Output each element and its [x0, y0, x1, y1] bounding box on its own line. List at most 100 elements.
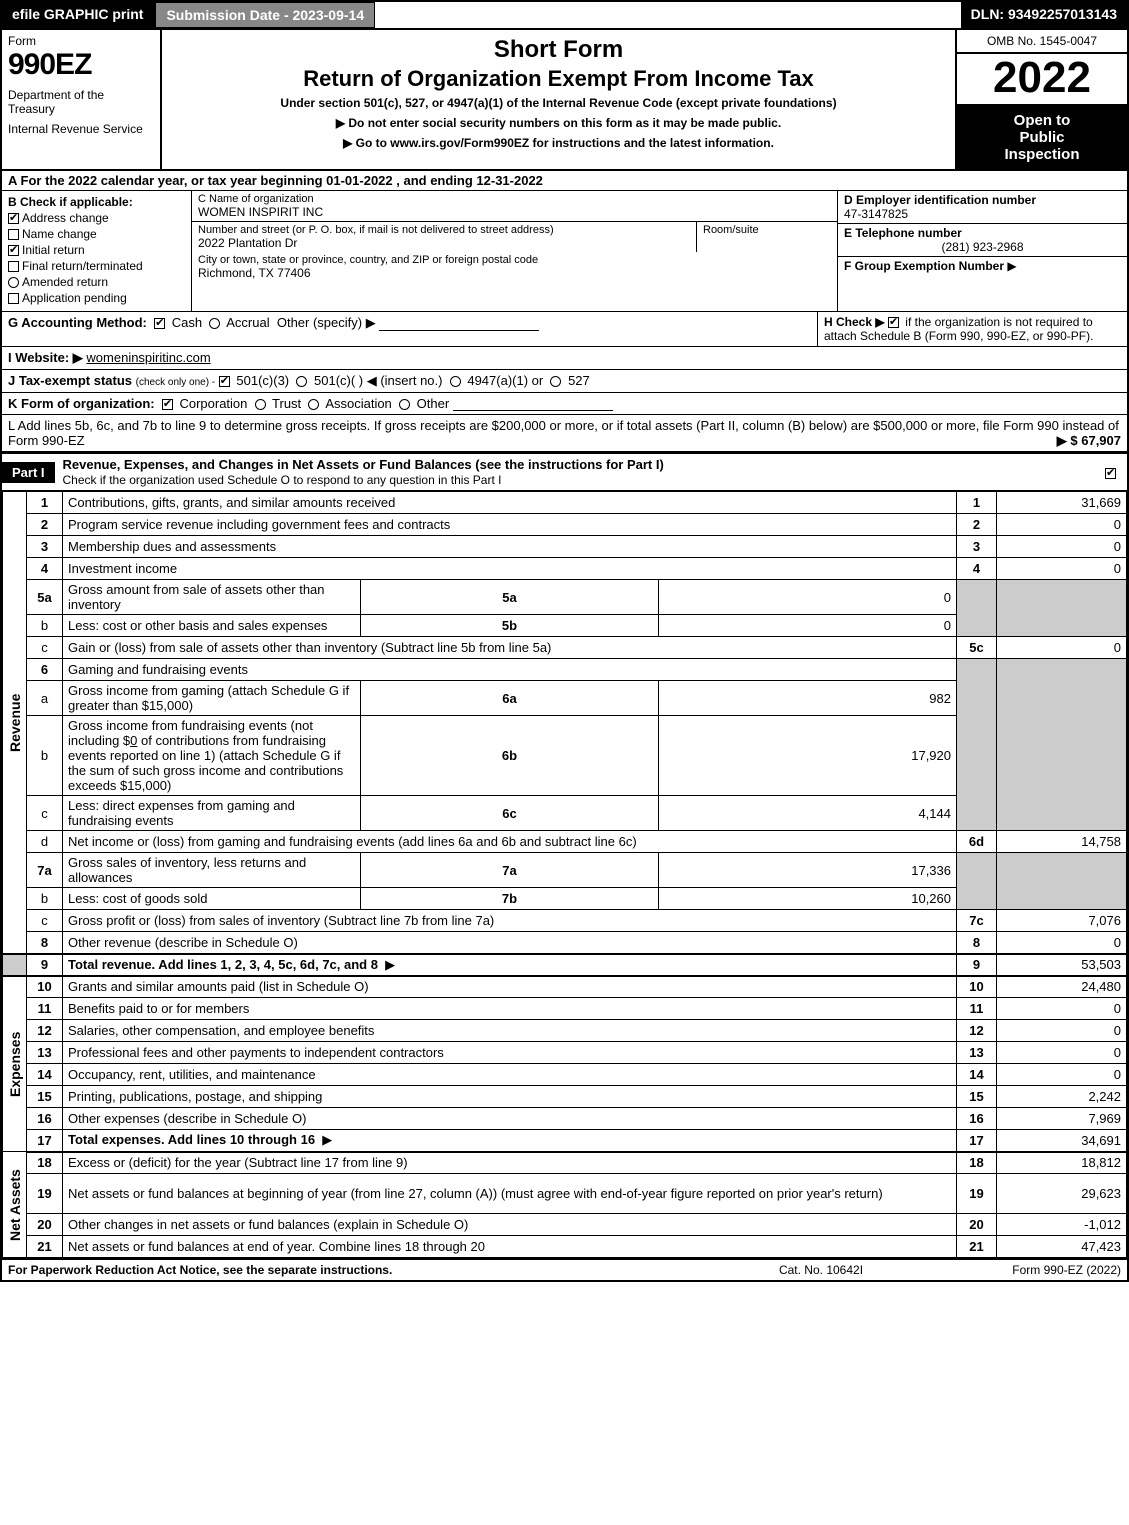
side-label-revenue: Revenue	[3, 492, 27, 954]
amt-line-3: 0	[997, 536, 1127, 558]
part-1-tag: Part I	[2, 462, 55, 483]
group-exemption-label: F Group Exemption Number	[844, 259, 1004, 273]
amt-line-11: 0	[997, 998, 1127, 1020]
amt-line-12: 0	[997, 1020, 1127, 1042]
amt-line-6d: 14,758	[997, 831, 1127, 853]
amt-line-18: 18,812	[997, 1152, 1127, 1174]
goto-link-line: ▶ Go to www.irs.gov/Form990EZ for instru…	[168, 136, 949, 150]
form-number: 990EZ	[8, 48, 154, 82]
amt-line-20: -1,012	[997, 1214, 1127, 1236]
form-label: Form	[8, 34, 154, 48]
room-suite-label: Room/suite	[703, 224, 831, 236]
part-1-title: Revenue, Expenses, and Changes in Net As…	[55, 454, 1097, 490]
chk-501c[interactable]	[296, 376, 307, 387]
form-id-box: Form 990EZ Department of the Treasury In…	[2, 30, 162, 169]
short-form-title: Short Form	[168, 36, 949, 64]
line-j-tax-exempt: J Tax-exempt status (check only one) - 5…	[2, 370, 1127, 393]
part-1-table: Revenue 1 Contributions, gifts, grants, …	[2, 491, 1127, 1258]
open-inspection-box: Open to Public Inspection	[957, 106, 1127, 169]
ein-value: 47-3147825	[844, 207, 908, 221]
side-label-expenses: Expenses	[3, 976, 27, 1152]
part-1-header: Part I Revenue, Expenses, and Changes in…	[2, 452, 1127, 491]
amt-line-6a: 982	[659, 681, 957, 716]
amt-line-16: 7,969	[997, 1108, 1127, 1130]
org-info-block: B Check if applicable: Address change Na…	[2, 191, 1127, 312]
line-h-schedule-b: H Check ▶ if the organization is not req…	[817, 312, 1127, 346]
omb-number: OMB No. 1545-0047	[957, 30, 1127, 54]
org-addr-label: Number and street (or P. O. box, if mail…	[198, 224, 690, 236]
chk-accrual[interactable]	[209, 318, 220, 329]
box-b-title: B Check if applicable:	[8, 195, 133, 209]
paperwork-notice: For Paperwork Reduction Act Notice, see …	[8, 1263, 721, 1277]
amt-line-10: 24,480	[997, 976, 1127, 998]
org-addr: 2022 Plantation Dr	[198, 236, 690, 250]
line-l-gross-receipts: L Add lines 5b, 6c, and 7b to line 9 to …	[2, 415, 1127, 452]
dept-irs: Internal Revenue Service	[8, 122, 154, 136]
chk-trust[interactable]	[255, 399, 266, 410]
tax-year: 2022	[957, 54, 1127, 106]
line-i-website: I Website: ▶ womeninspiritinc.com	[2, 347, 1127, 370]
chk-final-return[interactable]: Final return/terminated	[8, 259, 185, 273]
org-name-label: C Name of organization	[198, 193, 831, 205]
amt-line-6c: 4,144	[659, 796, 957, 831]
other-method-input[interactable]	[379, 318, 539, 331]
ssn-warning: ▶ Do not enter social security numbers o…	[168, 116, 949, 130]
chk-corporation[interactable]	[162, 399, 173, 410]
form-page: efile GRAPHIC print Submission Date - 20…	[0, 0, 1129, 1282]
line-a-tax-year: A For the 2022 calendar year, or tax yea…	[2, 171, 1127, 191]
phone-value: (281) 923-2968	[844, 240, 1121, 254]
title-right: OMB No. 1545-0047 2022 Open to Public In…	[957, 30, 1127, 169]
dept-treasury: Department of the Treasury	[8, 88, 154, 116]
chk-association[interactable]	[308, 399, 319, 410]
chk-name-change[interactable]: Name change	[8, 227, 185, 241]
amt-line-7a: 17,336	[659, 853, 957, 888]
chk-cash[interactable]	[154, 318, 165, 329]
amt-line-8: 0	[997, 932, 1127, 954]
chk-4947[interactable]	[450, 376, 461, 387]
main-title: Return of Organization Exempt From Incom…	[168, 66, 949, 92]
org-city-label: City or town, state or province, country…	[198, 254, 831, 266]
code-section-note: Under section 501(c), 527, or 4947(a)(1)…	[168, 96, 949, 110]
amt-line-17: 34,691	[997, 1130, 1127, 1152]
page-footer: For Paperwork Reduction Act Notice, see …	[2, 1258, 1127, 1280]
chk-other-org[interactable]	[399, 399, 410, 410]
dln-label: DLN: 93492257013143	[961, 2, 1127, 28]
gross-receipts-amount: ▶ $ 67,907	[1057, 433, 1121, 448]
chk-527[interactable]	[550, 376, 561, 387]
goto-link[interactable]: ▶ Go to www.irs.gov/Form990EZ for instru…	[343, 136, 774, 150]
chk-address-change[interactable]: Address change	[8, 211, 185, 225]
box-c-org: C Name of organization WOMEN INSPIRIT IN…	[192, 191, 837, 311]
chk-501c3[interactable]	[219, 376, 230, 387]
ein-label: D Employer identification number	[844, 193, 1036, 207]
top-bar: efile GRAPHIC print Submission Date - 20…	[2, 2, 1127, 30]
org-name: WOMEN INSPIRIT INC	[198, 205, 831, 219]
org-city: Richmond, TX 77406	[198, 266, 831, 280]
amt-line-2: 0	[997, 514, 1127, 536]
box-d-e-f: D Employer identification number 47-3147…	[837, 191, 1127, 311]
form-ref: Form 990-EZ (2022)	[921, 1263, 1121, 1277]
chk-schedule-o-part1[interactable]	[1105, 468, 1116, 479]
chk-application-pending[interactable]: Application pending	[8, 291, 185, 305]
website-link[interactable]: womeninspiritinc.com	[86, 350, 210, 365]
line-g-accounting: G Accounting Method: Cash Accrual Other …	[2, 312, 817, 346]
efile-print-button[interactable]: efile GRAPHIC print	[2, 2, 155, 28]
amt-line-14: 0	[997, 1064, 1127, 1086]
chk-initial-return[interactable]: Initial return	[8, 243, 185, 257]
amt-line-15: 2,242	[997, 1086, 1127, 1108]
title-block: Form 990EZ Department of the Treasury In…	[2, 30, 1127, 171]
side-label-netassets: Net Assets	[3, 1152, 27, 1258]
other-org-input[interactable]	[453, 398, 613, 411]
arrow-icon: ▶	[1007, 259, 1016, 273]
title-center: Short Form Return of Organization Exempt…	[162, 30, 957, 169]
amt-line-5b: 0	[659, 615, 957, 637]
amt-line-5a: 0	[659, 580, 957, 615]
amt-line-19: 29,623	[997, 1174, 1127, 1214]
amt-line-9: 53,503	[997, 954, 1127, 976]
box-b-applicable: B Check if applicable: Address change Na…	[2, 191, 192, 311]
chk-amended-return[interactable]: Amended return	[8, 275, 185, 289]
amt-line-4: 0	[997, 558, 1127, 580]
amt-line-7c: 7,076	[997, 910, 1127, 932]
amt-line-7b: 10,260	[659, 888, 957, 910]
catalog-number: Cat. No. 10642I	[721, 1263, 921, 1277]
chk-schedule-b[interactable]	[888, 317, 899, 328]
